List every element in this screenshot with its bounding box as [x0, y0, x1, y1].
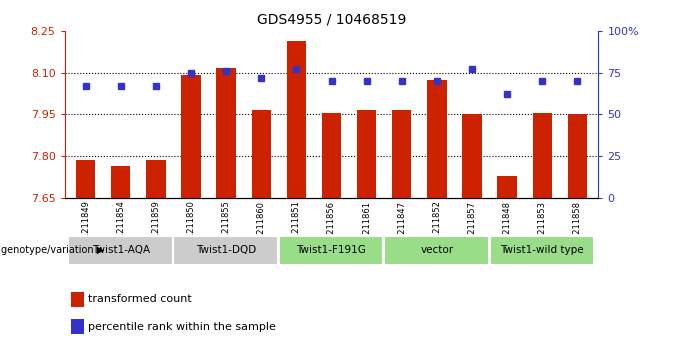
Text: Twist1-AQA: Twist1-AQA	[92, 245, 150, 256]
Text: transformed count: transformed count	[88, 294, 192, 305]
Text: percentile rank within the sample: percentile rank within the sample	[88, 322, 275, 332]
Bar	[322, 113, 341, 198]
Bar	[146, 160, 165, 198]
Bar	[532, 113, 552, 198]
Bar	[182, 76, 201, 198]
Bar	[252, 110, 271, 198]
Text: genotype/variation ▶: genotype/variation ▶	[1, 245, 105, 256]
Bar	[392, 110, 411, 198]
Bar	[427, 79, 447, 198]
Bar	[111, 166, 131, 198]
Bar	[76, 160, 95, 198]
Bar	[68, 236, 173, 265]
Bar	[568, 114, 587, 198]
Bar	[462, 114, 481, 198]
Bar	[490, 236, 594, 265]
Bar	[216, 68, 236, 198]
Bar	[173, 236, 278, 265]
Text: Twist1-F191G: Twist1-F191G	[296, 245, 367, 256]
Bar	[357, 110, 376, 198]
Text: Twist1-DQD: Twist1-DQD	[196, 245, 256, 256]
Text: Twist1-wild type: Twist1-wild type	[500, 245, 584, 256]
Bar	[498, 176, 517, 198]
Text: vector: vector	[420, 245, 454, 256]
Bar	[287, 41, 306, 198]
Bar	[384, 236, 489, 265]
Bar	[279, 236, 384, 265]
Title: GDS4955 / 10468519: GDS4955 / 10468519	[257, 13, 406, 27]
